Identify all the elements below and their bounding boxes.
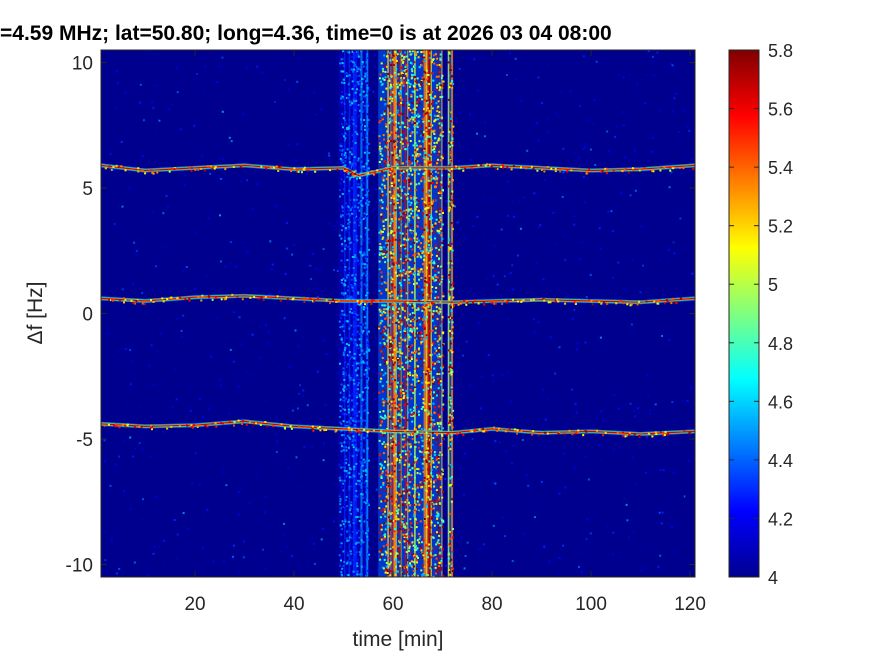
x-axis-ticks: 20 40 60 80 100 120 xyxy=(184,50,706,615)
x-tick-label: 40 xyxy=(283,594,304,615)
x-tick-label: 80 xyxy=(481,594,502,615)
x-axis-label: time [min] xyxy=(352,628,443,651)
colorbar-tick-label: 4.6 xyxy=(768,392,793,412)
x-tick-label: 120 xyxy=(674,594,706,615)
x-tick-label: 60 xyxy=(382,594,403,615)
colorbar-tick-label: 4.8 xyxy=(768,334,793,354)
colorbar-tick-label: 5.6 xyxy=(768,100,793,120)
upper-trace xyxy=(101,163,695,180)
y-tick-label: -10 xyxy=(66,555,93,576)
doppler-traces xyxy=(101,163,695,438)
interference-band xyxy=(447,50,455,577)
colorbar-tick-label: 5.4 xyxy=(768,158,793,178)
x-tick-label: 100 xyxy=(575,594,607,615)
y-tick-label: 5 xyxy=(82,179,93,200)
colorbar-tick-label: 5.2 xyxy=(768,217,793,237)
colorbar-tick-label: 4.2 xyxy=(768,509,793,529)
y-tick-label: 10 xyxy=(72,54,93,75)
colorbar-tick-label: 5 xyxy=(768,275,778,295)
interference-band xyxy=(338,50,371,577)
y-axis-ticks: -10 -5 0 5 10 xyxy=(66,54,695,576)
colorbar-tick-label: 5.8 xyxy=(768,41,793,61)
y-axis-label: Δf [Hz] xyxy=(24,281,47,344)
y-tick-label: 0 xyxy=(82,305,93,326)
y-tick-label: -5 xyxy=(76,430,93,451)
colorbar xyxy=(728,49,760,578)
interference-band xyxy=(378,50,445,577)
plot-area xyxy=(101,50,695,577)
colorbar-ticks: 4 4.2 4.4 4.6 4.8 5 5.2 5.4 5.6 5.8 xyxy=(729,41,793,588)
x-tick-label: 20 xyxy=(184,594,205,615)
colorbar-tick-label: 4 xyxy=(768,568,778,588)
chart-title: =4.59 MHz; lat=50.80; long=4.36, time=0 … xyxy=(0,22,612,45)
colorbar-tick-label: 4.4 xyxy=(768,451,793,471)
interference-bands xyxy=(338,50,455,577)
middle-trace xyxy=(101,293,695,307)
lower-trace xyxy=(101,419,695,438)
